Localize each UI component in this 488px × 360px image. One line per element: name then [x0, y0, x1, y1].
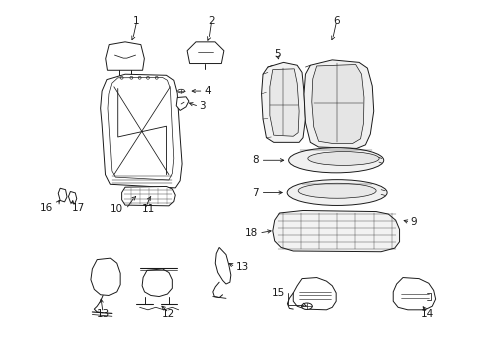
- Text: 7: 7: [252, 188, 259, 198]
- Text: 15: 15: [272, 288, 285, 298]
- Text: 2: 2: [207, 16, 214, 26]
- Polygon shape: [304, 60, 373, 148]
- Ellipse shape: [301, 303, 312, 310]
- Polygon shape: [215, 247, 230, 284]
- Text: 16: 16: [40, 203, 53, 213]
- Text: 13: 13: [235, 262, 248, 272]
- Text: 4: 4: [204, 86, 211, 96]
- Text: 11: 11: [142, 204, 155, 214]
- Polygon shape: [261, 62, 305, 142]
- Polygon shape: [269, 69, 299, 136]
- Polygon shape: [105, 42, 144, 70]
- Text: 8: 8: [252, 155, 259, 165]
- Text: 17: 17: [71, 203, 84, 213]
- Polygon shape: [293, 278, 335, 310]
- Text: 12: 12: [162, 310, 175, 319]
- Text: 9: 9: [409, 217, 416, 227]
- Polygon shape: [101, 74, 182, 188]
- Text: 14: 14: [420, 310, 433, 319]
- Text: 3: 3: [199, 102, 206, 112]
- Ellipse shape: [298, 183, 375, 198]
- Text: 10: 10: [109, 204, 122, 214]
- Polygon shape: [311, 64, 363, 143]
- Polygon shape: [91, 258, 120, 296]
- Polygon shape: [272, 211, 399, 252]
- Polygon shape: [187, 42, 224, 64]
- Ellipse shape: [307, 152, 378, 165]
- Ellipse shape: [286, 180, 386, 206]
- Polygon shape: [176, 97, 188, 111]
- Polygon shape: [58, 188, 67, 202]
- Text: 18: 18: [244, 228, 258, 238]
- Text: 6: 6: [332, 16, 339, 26]
- Polygon shape: [392, 278, 435, 310]
- Text: 1: 1: [133, 16, 139, 26]
- Text: 5: 5: [274, 49, 281, 59]
- Polygon shape: [68, 192, 77, 204]
- Polygon shape: [122, 186, 175, 206]
- Text: 13: 13: [96, 310, 109, 319]
- Polygon shape: [142, 269, 172, 297]
- Ellipse shape: [288, 148, 383, 173]
